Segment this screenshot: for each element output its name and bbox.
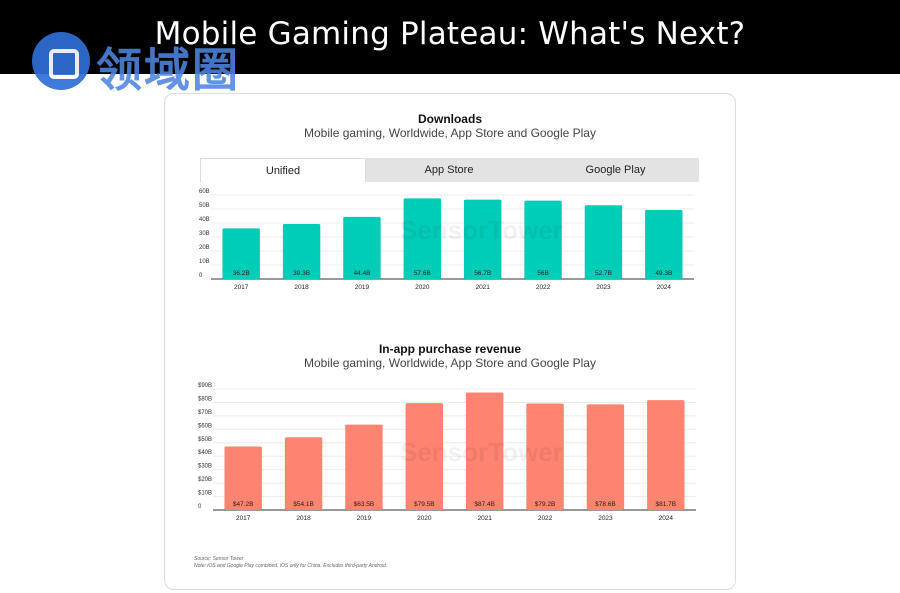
bar-2020 [405, 403, 444, 510]
y-tick-label: 0 [199, 273, 203, 279]
y-tick-label: 20B [199, 245, 210, 251]
y-tick-label: $70B [198, 410, 212, 416]
title-bar [0, 0, 900, 74]
bar-2017 [222, 228, 260, 279]
logo: 领域圈 [32, 32, 282, 97]
bar-2022 [524, 200, 562, 279]
y-tick-label: $80B [198, 396, 212, 402]
bar-value-label: $79.2B [535, 501, 556, 508]
bar-value-label: 49.3B [655, 270, 672, 277]
y-tick-label: 0 [198, 504, 202, 510]
downloads-chart-subtitle: Mobile gaming, Worldwide, App Store and … [304, 126, 596, 140]
x-tick-label: 2020 [415, 284, 430, 291]
bar-value-label: $81.7B [656, 501, 677, 508]
y-tick-label: $40B [198, 450, 212, 456]
y-tick-label: $90B [198, 383, 212, 389]
x-tick-label: 2019 [355, 284, 370, 291]
y-tick-label: 10B [199, 259, 210, 265]
bar-2024 [645, 209, 683, 279]
bar-2020 [403, 198, 442, 279]
y-tick-label: $10B [198, 491, 212, 497]
x-tick-label: 2022 [536, 284, 551, 291]
bar-value-label: $79.5B [414, 501, 435, 508]
bar-2018 [282, 223, 321, 279]
bar-value-label: 36.2B [233, 270, 250, 277]
bar-value-label: 39.3B [293, 270, 310, 277]
bar-2021 [465, 392, 504, 510]
x-tick-label: 2023 [598, 515, 613, 522]
tab-unified[interactable]: Unified [200, 158, 366, 182]
bar-value-label: $87.4B [474, 501, 495, 508]
revenue-chart-subtitle: Mobile gaming, Worldwide, App Store and … [304, 356, 596, 370]
bar-value-label: $47.2B [233, 501, 254, 508]
x-tick-label: 2019 [357, 515, 372, 522]
bar-value-label: $54.1B [293, 501, 314, 508]
bar-value-label: $78.6B [595, 501, 616, 508]
x-tick-label: 2017 [234, 284, 249, 291]
bar-2018 [284, 437, 323, 510]
x-tick-label: 2024 [659, 515, 674, 522]
platform-tabs: Unified App Store Google Play [200, 158, 699, 182]
y-tick-label: $30B [198, 464, 212, 470]
x-tick-label: 2024 [657, 284, 672, 291]
revenue-chart-title: In-app purchase revenue [378, 342, 522, 356]
tab-google-play[interactable]: Google Play [585, 164, 646, 176]
x-tick-label: 2022 [538, 515, 553, 522]
bar-2021 [463, 199, 502, 279]
bar-2019 [345, 424, 383, 510]
bar-2019 [343, 216, 381, 279]
x-tick-label: 2017 [236, 515, 251, 522]
tab-app-store[interactable]: App Store [424, 164, 474, 176]
watermark-downloads: SensorTower [400, 215, 563, 245]
y-tick-label: 50B [199, 203, 210, 209]
bar-2017 [224, 446, 262, 510]
x-tick-label: 2018 [294, 284, 309, 291]
y-tick-label: 60B [199, 189, 210, 195]
logo-text: 领域圈 [96, 43, 240, 97]
bar-value-label: 52.7B [595, 270, 612, 277]
y-tick-label: 40B [199, 217, 210, 223]
x-tick-label: 2021 [475, 284, 490, 291]
watermark-revenue: SensorTower [400, 437, 563, 467]
x-tick-label: 2021 [477, 515, 492, 522]
downloads-chart-title: Downloads [417, 112, 482, 126]
bar-value-label: 44.4B [353, 270, 370, 277]
logo-mark-icon [32, 32, 90, 90]
source-footnote: Note: iOS and Google Play combined. iOS … [194, 563, 388, 569]
bar-2023 [584, 205, 623, 279]
bar-value-label: $63.5B [354, 501, 375, 508]
bar-2023 [586, 404, 625, 510]
y-tick-label: $20B [198, 477, 212, 483]
x-tick-label: 2023 [596, 284, 611, 291]
bar-value-label: 56B [537, 270, 549, 277]
y-tick-label: 30B [199, 231, 210, 237]
bar-2022 [526, 403, 564, 510]
y-tick-label: $50B [198, 437, 212, 443]
slide-title: Mobile Gaming Plateau: What's Next? [154, 16, 746, 52]
x-tick-label: 2018 [296, 515, 311, 522]
x-tick-label: 2020 [417, 515, 432, 522]
bar-value-label: 56.7B [474, 270, 491, 277]
source-note: Source: Sensor Tower [194, 556, 244, 562]
bar-2024 [647, 400, 685, 510]
bar-value-label: 57.6B [414, 270, 431, 277]
y-tick-label: $60B [198, 423, 212, 429]
